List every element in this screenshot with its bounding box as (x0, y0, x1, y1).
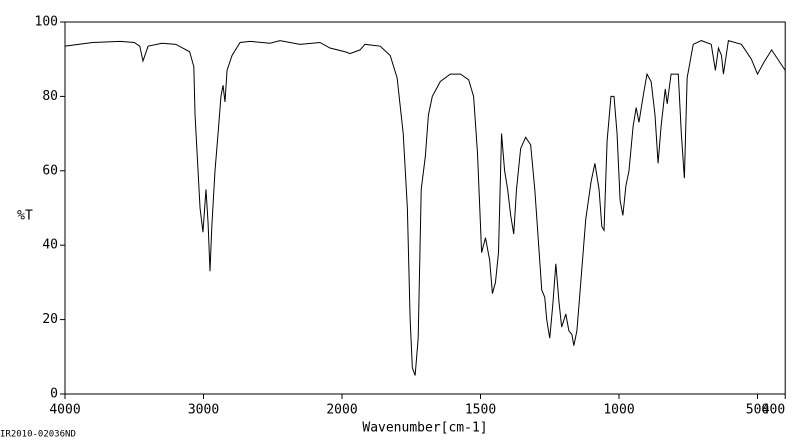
y-tick-label: 80 (42, 89, 58, 104)
y-tick-label: 40 (42, 238, 58, 253)
x-tick-label: 2000 (326, 403, 357, 418)
x-tick-label: 500 (746, 403, 769, 418)
y-tick-label: 0 (50, 387, 58, 402)
x-tick-label: 1000 (603, 403, 634, 418)
footnote: IR2010-02036ND (0, 430, 76, 440)
x-axis-label: Wavenumber[cm-1] (362, 421, 487, 436)
spectrum-line (64, 39, 786, 376)
y-tick-label: 60 (42, 163, 58, 178)
x-tick-label: 3000 (188, 403, 219, 418)
y-axis-label: %T (17, 209, 33, 224)
plot-frame (64, 21, 786, 395)
y-tick-label: 100 (35, 15, 58, 30)
x-tick-label: 1500 (465, 403, 496, 418)
x-tick-label: 4000 (49, 403, 80, 418)
y-tick-label: 20 (42, 312, 58, 327)
x-tick-label: 400 (762, 403, 785, 418)
